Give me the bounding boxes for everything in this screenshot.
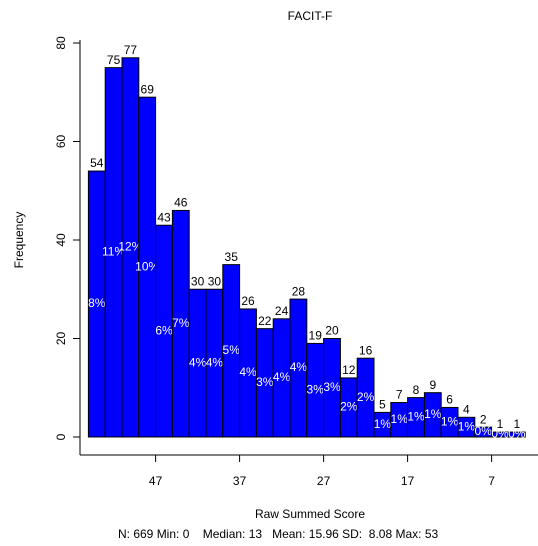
percent-label: 2% xyxy=(357,390,375,404)
count-label: 35 xyxy=(225,250,239,264)
count-label: 9 xyxy=(429,378,436,392)
percent-label: 1% xyxy=(407,409,425,423)
percent-label: 4% xyxy=(273,370,291,384)
bar xyxy=(356,357,375,438)
count-label: 30 xyxy=(208,274,222,288)
percent-label: 10% xyxy=(135,259,159,273)
percent-label: 4% xyxy=(239,365,257,379)
percent-label: 3% xyxy=(256,375,274,389)
y-tick-label: 20 xyxy=(54,332,68,346)
percent-label: 1% xyxy=(391,412,409,426)
count-label: 46 xyxy=(174,196,188,210)
percent-label: 11% xyxy=(102,244,125,258)
y-tick-label: 80 xyxy=(54,36,68,50)
count-label: 20 xyxy=(325,324,339,338)
count-label: 7 xyxy=(396,388,403,402)
percent-label: 8% xyxy=(88,296,106,310)
x-tick-label: 17 xyxy=(401,474,415,488)
percent-label: 1% xyxy=(374,417,392,431)
y-tick-label: 0 xyxy=(54,433,68,440)
count-label: 43 xyxy=(157,210,171,224)
count-label: 19 xyxy=(309,329,323,343)
percent-label: 4% xyxy=(189,355,207,369)
count-label: 30 xyxy=(191,274,205,288)
y-tick-label: 40 xyxy=(54,233,68,247)
chart-title: FACIT-F xyxy=(288,9,333,23)
count-label: 22 xyxy=(258,314,272,328)
y-axis-label: Frequency xyxy=(12,212,26,269)
percent-label: 7% xyxy=(172,316,190,330)
count-label: 1 xyxy=(513,417,520,431)
count-label: 12 xyxy=(342,363,356,377)
count-label: 54 xyxy=(90,156,104,170)
count-label: 28 xyxy=(292,284,306,298)
percent-label: 0% xyxy=(491,427,509,441)
count-label: 1 xyxy=(497,417,504,431)
count-label: 5 xyxy=(379,398,386,412)
count-label: 75 xyxy=(107,53,121,67)
bar xyxy=(507,431,526,438)
footer: N: 669 Min: 0 Median: 13 Mean: 15.96 SD:… xyxy=(118,527,439,541)
count-label: 24 xyxy=(275,304,289,318)
percent-label: 12% xyxy=(118,240,142,254)
percent-label: 3% xyxy=(323,380,341,394)
y-tick-label: 60 xyxy=(54,135,68,149)
count-label: 2 xyxy=(480,412,487,426)
percent-label: 2% xyxy=(340,400,358,414)
percent-label: 0% xyxy=(508,427,526,441)
percent-label: 0% xyxy=(475,424,493,438)
x-tick-label: 7 xyxy=(488,474,495,488)
percent-label: 5% xyxy=(223,343,241,357)
percent-label: 4% xyxy=(290,360,308,374)
count-label: 16 xyxy=(359,343,373,357)
count-label: 4 xyxy=(463,402,470,416)
percent-label: 4% xyxy=(206,355,224,369)
count-label: 69 xyxy=(141,82,155,96)
x-tick-label: 37 xyxy=(233,474,247,488)
count-label: 6 xyxy=(446,393,453,407)
x-tick-label: 47 xyxy=(149,474,163,488)
percent-label: 1% xyxy=(441,414,459,428)
percent-label: 1% xyxy=(458,419,476,433)
x-axis-label: Raw Summed Score xyxy=(255,507,365,521)
count-label: 77 xyxy=(124,43,138,57)
percent-label: 3% xyxy=(307,382,325,396)
count-label: 26 xyxy=(241,294,255,308)
x-tick-label: 27 xyxy=(317,474,331,488)
percent-label: 6% xyxy=(155,323,173,337)
percent-label: 1% xyxy=(424,407,442,421)
count-label: 8 xyxy=(413,383,420,397)
